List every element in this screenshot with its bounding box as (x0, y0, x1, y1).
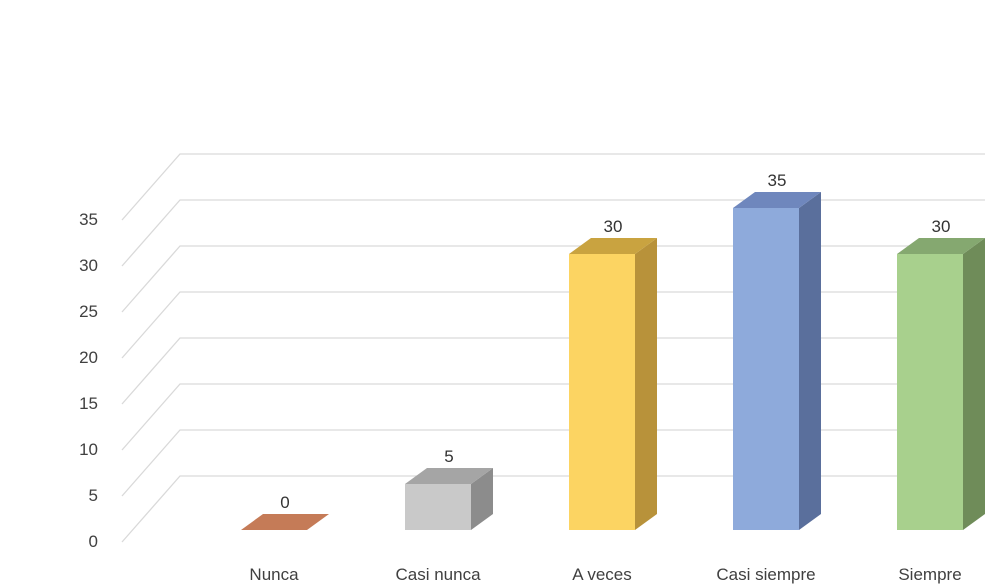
x-category-label: Siempre (898, 565, 961, 584)
gridline (121, 383, 985, 451)
gridline (121, 291, 985, 359)
data-label: 5 (444, 447, 453, 466)
y-tick-label: 0 (89, 532, 98, 551)
bar-front (897, 254, 963, 530)
bar-side (963, 238, 985, 530)
bar-top (569, 238, 657, 254)
x-category-label: A veces (572, 565, 632, 584)
x-category-label: Nunca (249, 565, 299, 584)
bar-front (405, 484, 471, 530)
grid-layer (121, 153, 985, 543)
x-category-label: Casi siempre (716, 565, 815, 584)
gridline (121, 199, 985, 267)
bar-top (405, 468, 493, 484)
bar-top (897, 238, 985, 254)
x-category-label: Casi nunca (395, 565, 481, 584)
y-tick-label: 15 (79, 394, 98, 413)
y-tick-label: 25 (79, 302, 98, 321)
data-label: 0 (280, 493, 289, 512)
bar-front (733, 208, 799, 530)
bar-side (471, 468, 493, 530)
y-tick-label: 20 (79, 348, 98, 367)
data-label: 35 (768, 171, 787, 190)
bar (733, 192, 821, 530)
x-axis-categories: Nunca Casi nunca A veces Casi siempre Siempr… (249, 565, 961, 584)
bar (897, 238, 985, 530)
bar (405, 468, 493, 530)
gridline (121, 429, 985, 497)
y-tick-label: 30 (79, 256, 98, 275)
y-tick-label: 35 (79, 210, 98, 229)
bar-top (241, 514, 329, 530)
bars (241, 192, 985, 530)
bar-side (635, 238, 657, 530)
gridline (121, 153, 985, 221)
bar-front (569, 254, 635, 530)
y-tick-label: 5 (89, 486, 98, 505)
bar-side (799, 192, 821, 530)
gridline (121, 475, 985, 543)
y-axis-ticks: 0 5 10 15 20 25 30 35 (79, 210, 98, 551)
gridline (121, 337, 985, 405)
data-label: 30 (932, 217, 951, 236)
bar (569, 238, 657, 530)
y-tick-label: 10 (79, 440, 98, 459)
data-labels: 0 5 30 35 30 (280, 171, 950, 512)
data-label: 30 (604, 217, 623, 236)
gridline (121, 245, 985, 313)
bar (241, 514, 329, 530)
bar-top (733, 192, 821, 208)
